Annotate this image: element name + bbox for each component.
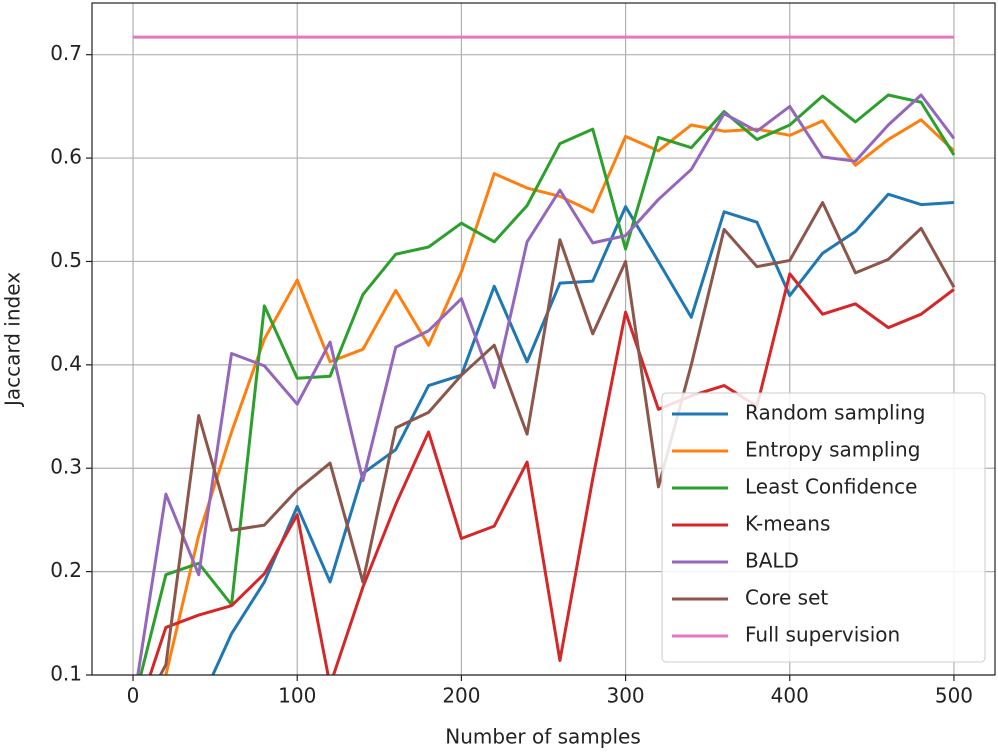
series-line	[158, 201, 956, 675]
series-line	[136, 93, 956, 675]
x-axis-label: Number of samples	[445, 725, 640, 749]
legend-label: Full supervision	[745, 623, 900, 647]
legend-label: Least Confidence	[745, 475, 917, 499]
series-line	[139, 93, 956, 675]
y-tick-label: 0.7	[50, 41, 82, 65]
legend-box	[661, 392, 986, 663]
y-tick-label: 0.1	[50, 662, 82, 686]
y-tick-label: 0.6	[50, 145, 82, 169]
x-tick-label: 400	[771, 684, 809, 708]
legend-label: K-means	[745, 512, 830, 536]
legend-label: BALD	[745, 549, 799, 573]
y-axis-label: Jaccard index	[1, 272, 25, 408]
y-tick-label: 0.4	[50, 351, 82, 375]
series-line	[163, 118, 955, 675]
plot-frame	[91, 2, 996, 676]
series-line	[148, 272, 955, 675]
x-tick-label: 500	[935, 684, 973, 708]
y-tick-label: 0.3	[50, 455, 82, 479]
series-line	[211, 192, 955, 675]
x-tick-label: 0	[127, 684, 140, 708]
x-tick-label: 200	[442, 684, 480, 708]
x-tick-label: 300	[606, 684, 644, 708]
plot-lines	[133, 35, 956, 675]
x-tick-label: 100	[278, 684, 316, 708]
legend-label: Random sampling	[745, 401, 926, 425]
y-tick-label: 0.5	[50, 248, 82, 272]
y-tick-label: 0.2	[50, 558, 82, 582]
legend-label: Core set	[745, 586, 828, 610]
legend-label: Entropy sampling	[745, 438, 920, 462]
